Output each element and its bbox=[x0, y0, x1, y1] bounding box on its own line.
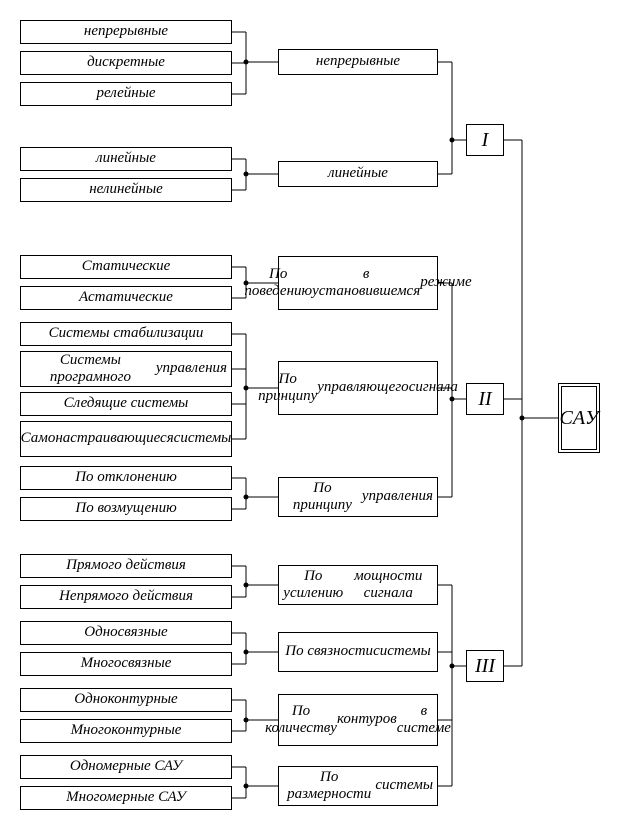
leaf-II-1-1: Системы програмногоуправления bbox=[20, 351, 232, 387]
mid-II-0: По поведениюв установившемсярежиме bbox=[278, 256, 438, 310]
mid-III-0: По усилениюмощности сигнала bbox=[278, 565, 438, 605]
roman-III: III bbox=[466, 650, 504, 682]
mid-II-1: По принципууправляющегосигнала bbox=[278, 361, 438, 415]
leaf-II-2-0: По отклонению bbox=[20, 466, 232, 490]
leaf-I-1-0: линейные bbox=[20, 147, 232, 171]
leaf-II-1-2: Следящие системы bbox=[20, 392, 232, 416]
leaf-II-1-0: Системы стабилизации bbox=[20, 322, 232, 346]
leaf-I-1-1: нелинейные bbox=[20, 178, 232, 202]
mid-I-1: линейные bbox=[278, 161, 438, 187]
leaf-III-0-1: Непрямого действия bbox=[20, 585, 232, 609]
roman-I: I bbox=[466, 124, 504, 156]
leaf-II-1-3: Самонастраивающиесясистемы bbox=[20, 421, 232, 457]
leaf-III-1-0: Односвязные bbox=[20, 621, 232, 645]
leaf-III-3-1: Многомерные САУ bbox=[20, 786, 232, 810]
leaf-I-0-2: релейные bbox=[20, 82, 232, 106]
mid-III-1: По связностисистемы bbox=[278, 632, 438, 672]
leaf-III-2-0: Одноконтурные bbox=[20, 688, 232, 712]
mid-III-3: По размерностисистемы bbox=[278, 766, 438, 806]
leaf-II-0-0: Статические bbox=[20, 255, 232, 279]
mid-III-2: По количествуконтуровв системе bbox=[278, 694, 438, 746]
leaf-III-2-1: Многоконтурные bbox=[20, 719, 232, 743]
leaf-III-1-1: Многосвязные bbox=[20, 652, 232, 676]
leaf-II-0-1: Астатические bbox=[20, 286, 232, 310]
mid-I-0: непрерывные bbox=[278, 49, 438, 75]
leaf-I-0-0: непрерывные bbox=[20, 20, 232, 44]
roman-II: II bbox=[466, 383, 504, 415]
leaf-III-0-0: Прямого действия bbox=[20, 554, 232, 578]
root-box: САУ bbox=[558, 383, 600, 453]
diagram-canvas: САУ Iнепрерывные непрерывные дискретные реле… bbox=[0, 0, 627, 818]
leaf-II-2-1: По возмущению bbox=[20, 497, 232, 521]
leaf-III-3-0: Одномерные САУ bbox=[20, 755, 232, 779]
leaf-I-0-1: дискретные bbox=[20, 51, 232, 75]
mid-II-2: По принципууправления bbox=[278, 477, 438, 517]
